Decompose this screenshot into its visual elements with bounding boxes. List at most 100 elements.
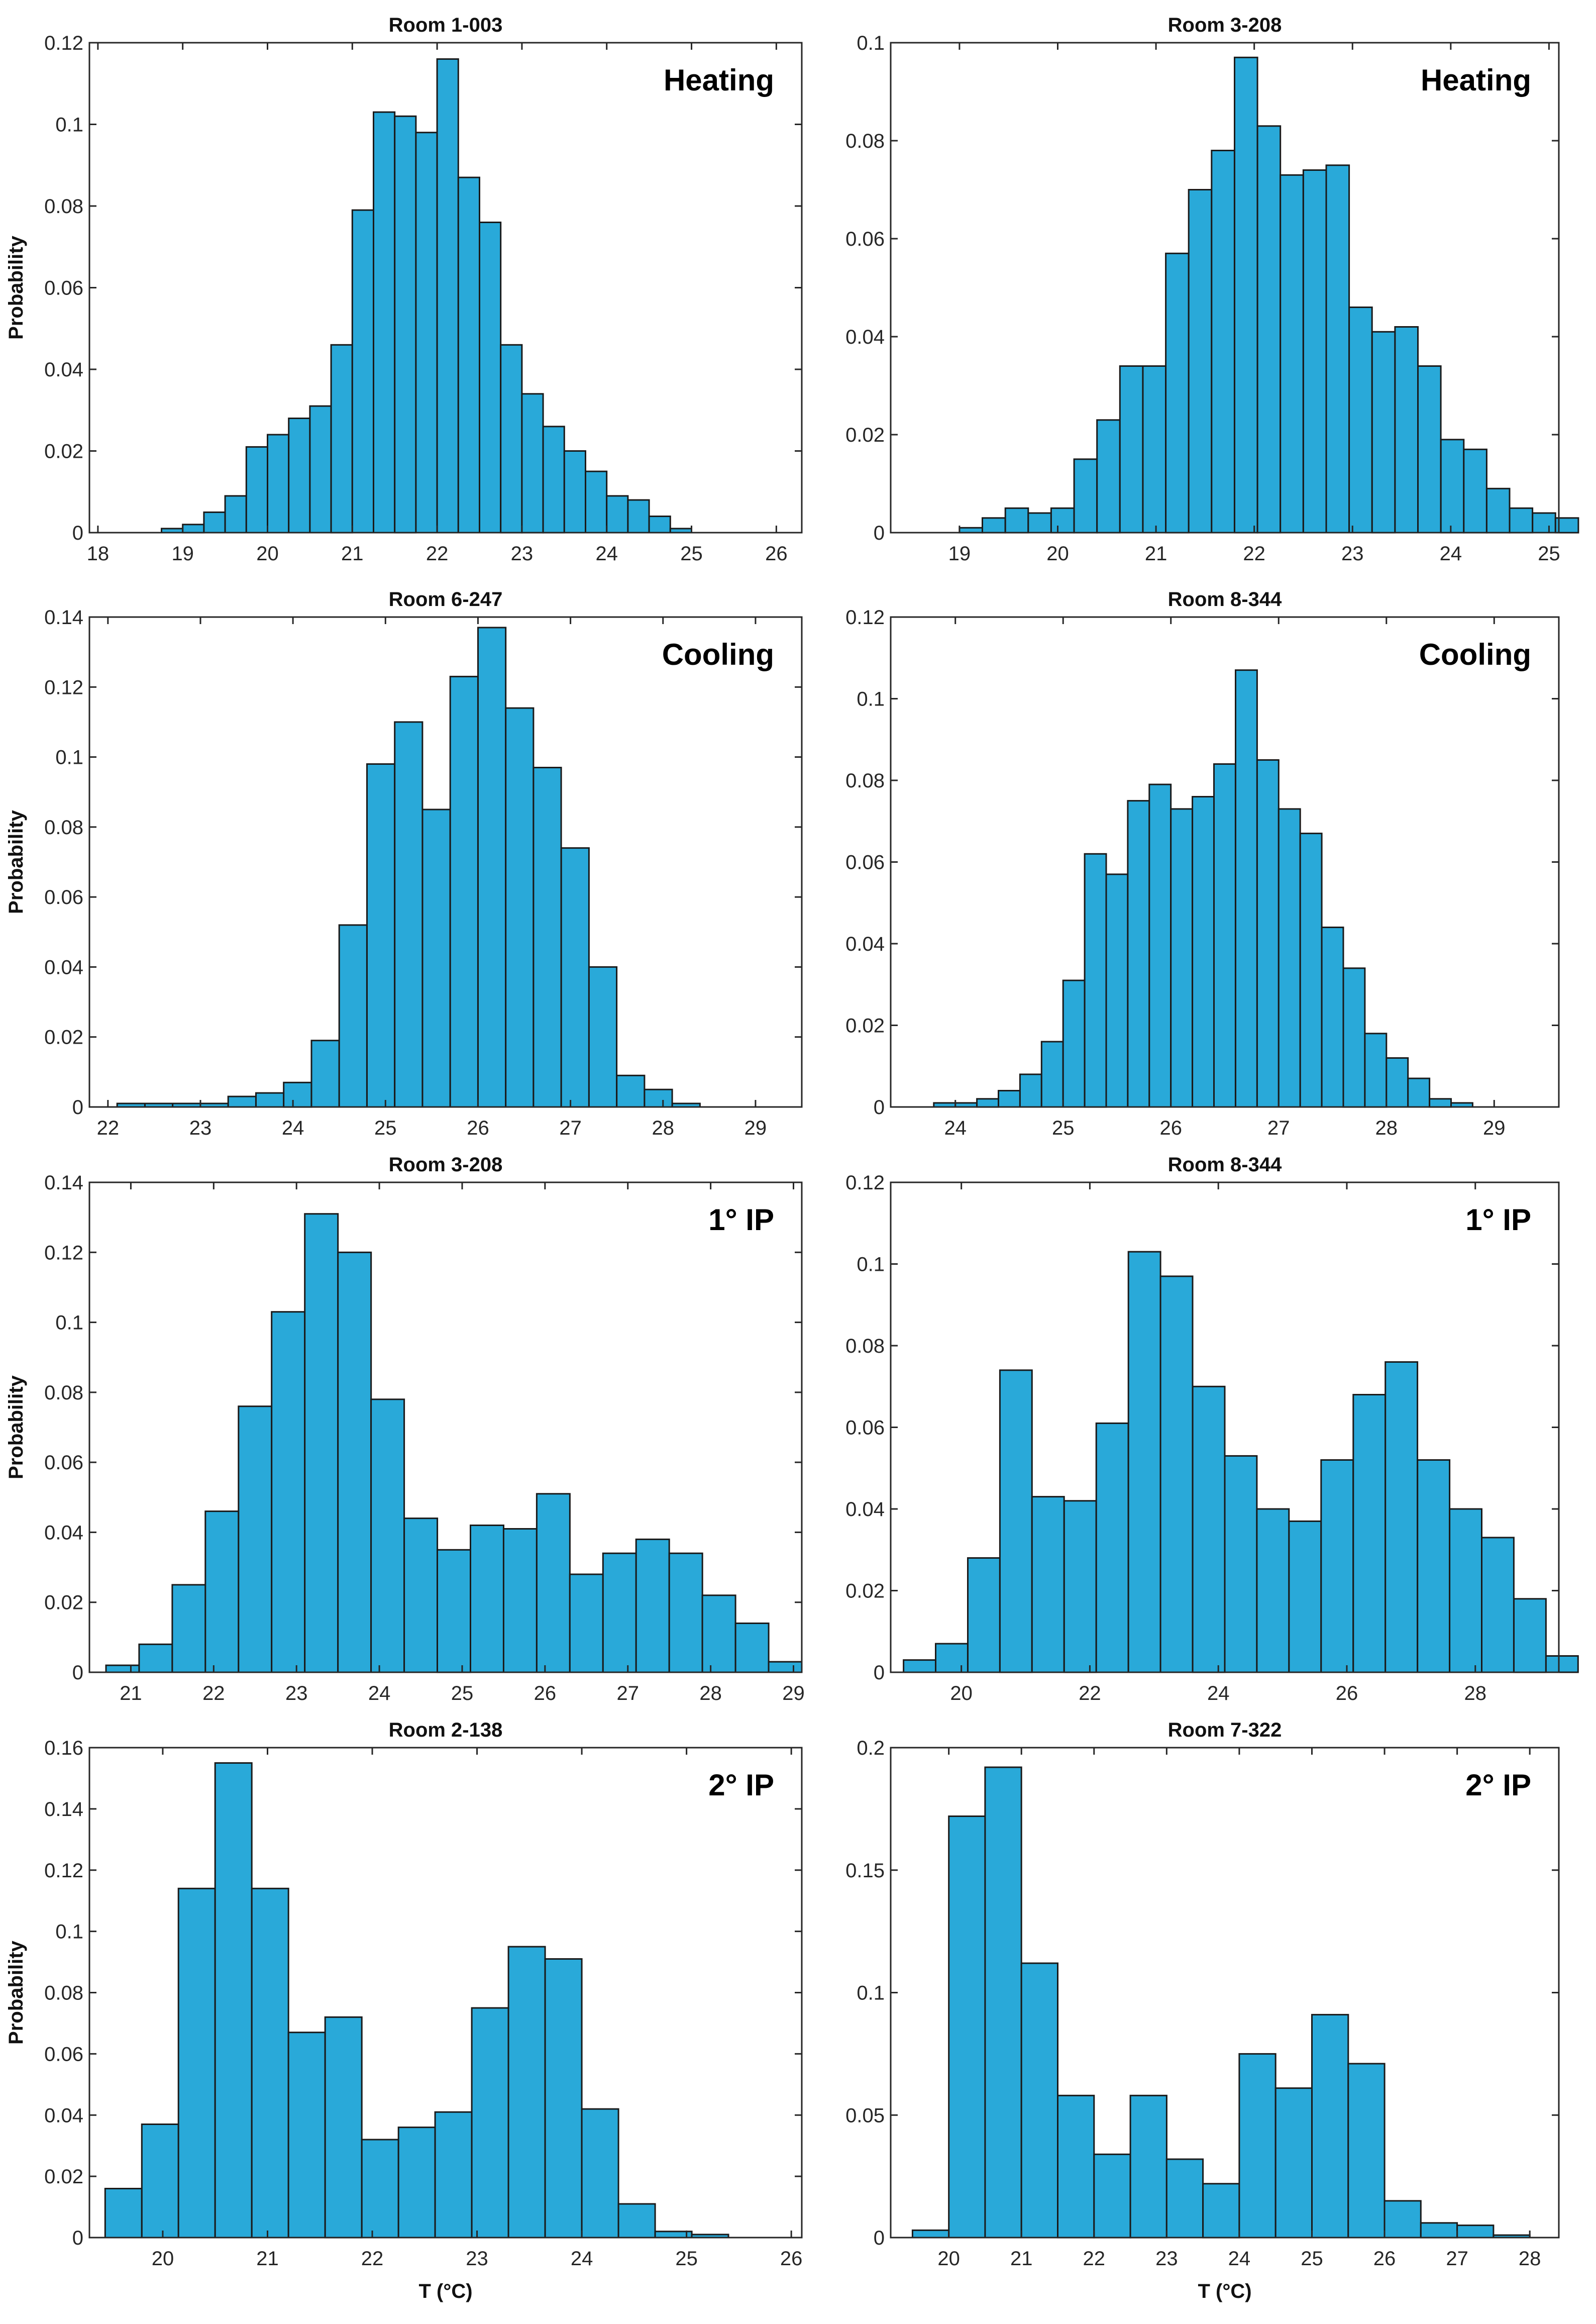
- histogram-bar: [370, 1398, 405, 1673]
- histogram-bar: [533, 767, 562, 1108]
- histogram-bar: [563, 450, 587, 534]
- x-tick-label: 19: [948, 543, 971, 565]
- histogram-bar: [366, 763, 396, 1108]
- panel-room-1-003-heating: Room 1-003 Heating Probability 0 0.02 0.04…: [5, 14, 803, 565]
- x-tick-label: 25: [1052, 1117, 1075, 1139]
- histogram-bar: [627, 499, 650, 534]
- histogram-bar: [1093, 2153, 1131, 2239]
- histogram-bar: [1063, 1500, 1097, 1673]
- histogram-bar: [1040, 1041, 1064, 1108]
- y-tick-label: 0.08: [44, 1382, 83, 1404]
- histogram-bars: [116, 627, 701, 1108]
- x-tick-label: 23: [466, 2248, 488, 2270]
- histogram-bar: [1192, 796, 1215, 1108]
- panel-title: Room 8-344: [1168, 588, 1282, 611]
- y-tick-label: 0.1: [55, 1921, 83, 1943]
- histogram-bar: [1105, 873, 1129, 1108]
- y-tick-label: 0.02: [44, 1027, 83, 1049]
- x-tick-label: 25: [680, 543, 703, 565]
- histogram-bar: [436, 58, 459, 534]
- histogram-bar: [415, 132, 438, 534]
- histogram-bar: [734, 1623, 770, 1673]
- panel-title: Room 8-344: [1168, 1154, 1282, 1176]
- y-tick-label: 0.02: [845, 424, 885, 446]
- x-tick-label: 26: [467, 1117, 489, 1139]
- y-tick-label: 0.08: [44, 1982, 83, 2004]
- histogram-bar: [1020, 1962, 1058, 2239]
- histogram-bar: [1299, 833, 1323, 1108]
- histogram-bar: [976, 1098, 999, 1108]
- histogram-bar: [238, 1405, 273, 1673]
- x-tick-label: 22: [1083, 2248, 1106, 2270]
- histogram-bar: [982, 517, 1006, 534]
- histogram-bar: [984, 1766, 1022, 2239]
- x-tick-label: 26: [780, 2248, 803, 2270]
- y-axis-label: Probability: [5, 1375, 27, 1479]
- y-tick-label: 0: [72, 1662, 83, 1684]
- histogram-bar: [585, 470, 608, 534]
- x-tick-label: 24: [368, 1682, 391, 1704]
- y-tick-label: 0.05: [845, 2104, 885, 2127]
- histogram-bar: [457, 176, 480, 534]
- x-tick-label: 28: [1375, 1117, 1398, 1139]
- y-tick-label: 0: [72, 2227, 83, 2249]
- histogram-bar: [1192, 1385, 1226, 1673]
- histogram-bar: [287, 2032, 326, 2239]
- histogram-bar: [502, 1528, 538, 1673]
- x-tick-label: 23: [1155, 2248, 1178, 2270]
- y-tick-label: 0.14: [44, 1172, 83, 1194]
- histogram-bar: [1165, 2158, 1204, 2239]
- histogram-bar: [505, 707, 535, 1108]
- histogram-bar: [1320, 1459, 1354, 1673]
- y-tick-label: 0.12: [845, 1172, 885, 1194]
- y-tick-label: 0.1: [857, 1982, 885, 2004]
- x-tick-label: 24: [1440, 543, 1462, 565]
- histogram-bar: [1545, 1655, 1579, 1673]
- histogram-bar: [1481, 1537, 1515, 1673]
- y-tick-label: 0: [874, 1096, 885, 1119]
- y-tick-label: 0.02: [44, 1592, 83, 1614]
- histogram-bar: [394, 115, 417, 534]
- histogram-bar: [338, 924, 368, 1108]
- condition-label: 1° IP: [708, 1203, 774, 1237]
- histogram-bar: [1073, 458, 1098, 534]
- y-tick-label: 0.16: [44, 1737, 83, 1759]
- y-tick-label: 0.08: [845, 770, 885, 792]
- condition-label: 1° IP: [1465, 1203, 1531, 1237]
- histogram-bar: [171, 1584, 206, 1673]
- x-tick-label: 25: [675, 2248, 698, 2270]
- x-tick-label: 20: [950, 1682, 973, 1704]
- x-tick-label: 22: [1079, 1682, 1101, 1704]
- x-tick-label: 26: [1373, 2248, 1396, 2270]
- plot-frame: [88, 1181, 803, 1673]
- panel-title: Room 2-138: [389, 1719, 503, 1741]
- histogram-bar: [288, 418, 311, 534]
- y-tick-label: 0.04: [845, 1498, 885, 1521]
- y-axis-label: Probability: [5, 235, 27, 339]
- histogram-bar: [251, 1887, 289, 2239]
- histogram-bar: [602, 1552, 637, 1673]
- histogram-bar: [177, 1887, 216, 2239]
- condition-label: Cooling: [662, 638, 774, 671]
- histogram-bar: [449, 675, 479, 1108]
- histogram-bar: [1509, 507, 1534, 534]
- panel-room-3-208-heating: Room 3-208 Heating 0 0.02 0.04 0.06 0.08 0.1 1…: [845, 14, 1579, 565]
- x-tick-label: 22: [426, 543, 449, 565]
- y-tick-label: 0.04: [845, 933, 885, 955]
- histogram-bar: [911, 2229, 950, 2239]
- histogram-bar: [1417, 365, 1442, 534]
- x-tick-label: 21: [1010, 2248, 1033, 2270]
- panel-room-6-247-cooling: Room 6-247 Cooling Probability 0 0.02 0.04…: [5, 588, 803, 1139]
- histogram-bar: [1095, 1422, 1129, 1673]
- y-tick-label: 0.06: [44, 1452, 83, 1474]
- y-tick-label: 0.1: [857, 1254, 885, 1276]
- y-tick-label: 0.04: [44, 956, 83, 978]
- histogram-bar: [1420, 2222, 1458, 2239]
- histogram-bar: [967, 1557, 1001, 1673]
- y-tick-label: 0.14: [44, 1798, 83, 1821]
- y-tick-label: 0.04: [44, 1522, 83, 1544]
- x-tick-label: 22: [97, 1117, 120, 1139]
- y-tick-label: 0.02: [845, 1580, 885, 1602]
- x-tick-label: 24: [595, 543, 618, 565]
